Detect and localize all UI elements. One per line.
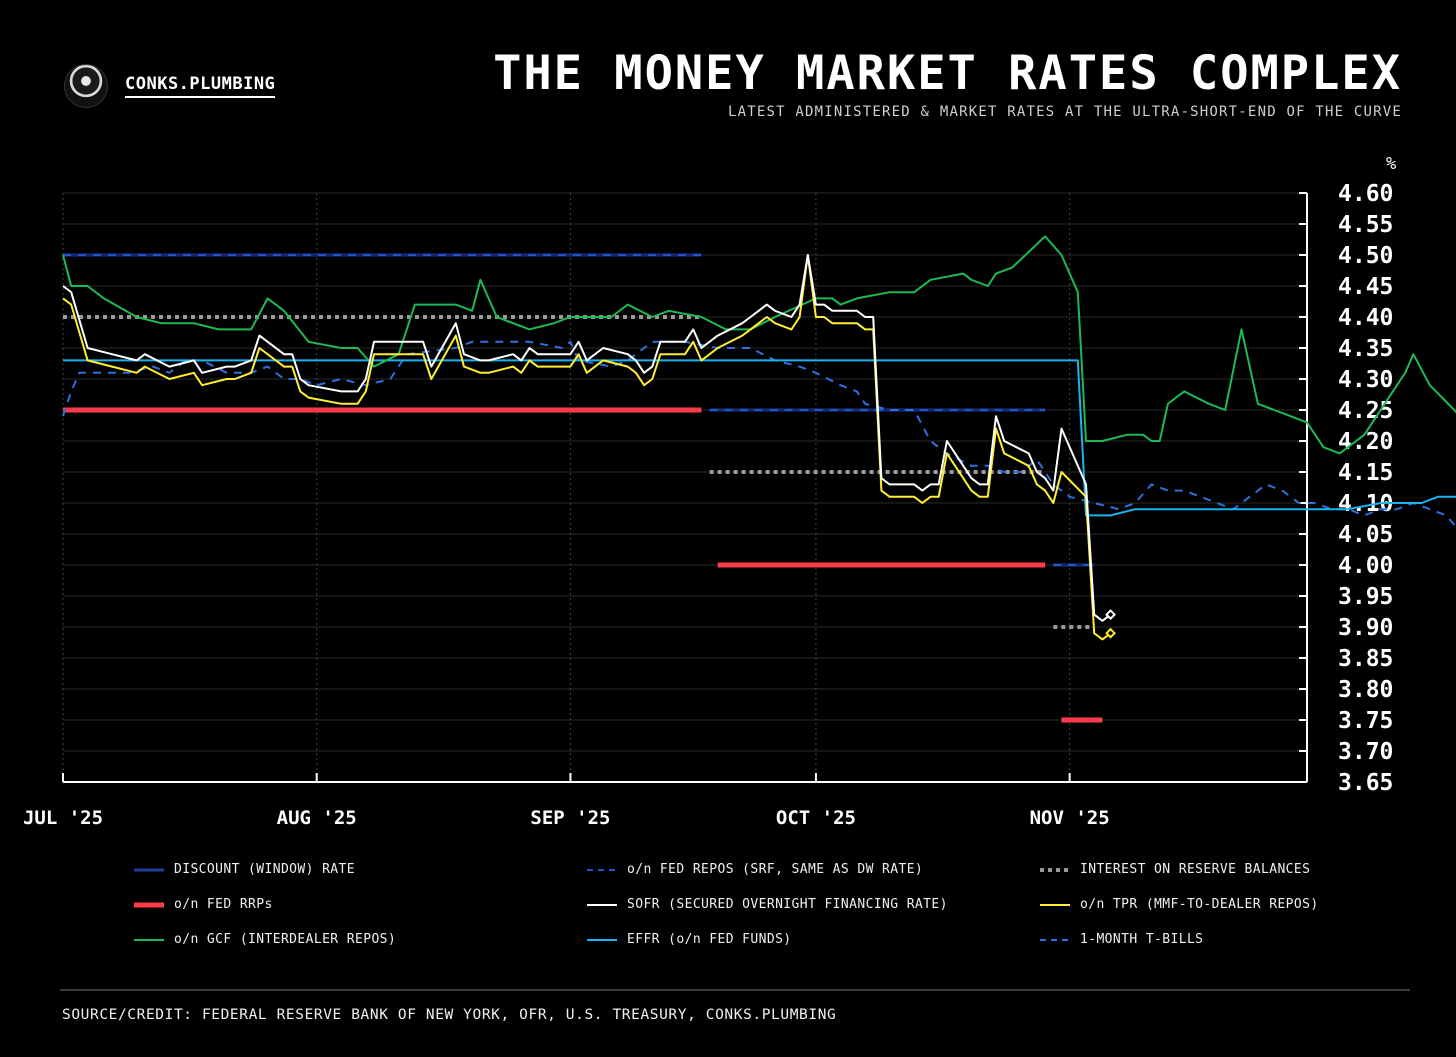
legend-item-discount-window-rate: DISCOUNT (WINDOW) RATE — [134, 862, 355, 877]
y-tick-label: 3.65 — [1338, 770, 1393, 796]
avatar — [64, 64, 108, 108]
y-tick-label: 3.85 — [1338, 646, 1393, 672]
legend-item-o-n-tpr-mmf-to-dealer-repos: o/n TPR (MMF-TO-DEALER REPOS) — [1040, 897, 1319, 912]
legend-swatch — [1040, 867, 1070, 872]
legend-item-interest-on-reserve-balances: INTEREST ON RESERVE BALANCES — [1040, 862, 1310, 877]
chart: 4.604.554.504.454.404.354.304.254.204.15… — [23, 154, 1456, 829]
legend-label: EFFR (o/n FED FUNDS) — [627, 932, 792, 947]
series-sofr-secured-overnight-financing-rate-end-marker — [1105, 609, 1116, 621]
y-tick-label: 3.70 — [1338, 739, 1393, 765]
y-tick-label: 4.40 — [1338, 305, 1393, 331]
chart-title: THE MONEY MARKET RATES COMPLEX — [493, 46, 1402, 101]
legend-item-o-n-fed-repos-srf-same-as-dw-rate: o/n FED REPOS (SRF, SAME AS DW RATE) — [587, 862, 923, 877]
legend-swatch — [587, 903, 617, 906]
y-tick-label: 4.45 — [1338, 274, 1393, 300]
legend-label: o/n TPR (MMF-TO-DEALER REPOS) — [1080, 897, 1319, 912]
legend-label: SOFR (SECURED OVERNIGHT FINANCING RATE) — [627, 897, 948, 912]
x-tick-label: AUG '25 — [277, 807, 357, 829]
divider — [60, 989, 1410, 991]
y-tick-label: 4.55 — [1338, 212, 1393, 238]
y-tick-label: 3.80 — [1338, 677, 1393, 703]
y-tick-label: 4.60 — [1338, 181, 1393, 207]
legend-item-effr-o-n-fed-funds: EFFR (o/n FED FUNDS) — [587, 932, 792, 947]
legend-label: o/n GCF (INTERDEALER REPOS) — [174, 932, 397, 947]
legend-swatch — [134, 868, 164, 871]
legend-label: o/n FED RRPs — [174, 897, 273, 912]
series-effr-o-n-fed-funds-line — [63, 359, 1456, 517]
legend-swatch — [134, 902, 164, 907]
legend-swatch — [1040, 903, 1070, 906]
y-tick-label: 4.00 — [1338, 553, 1393, 579]
y-tick-label: 4.50 — [1338, 243, 1393, 269]
series-sofr-secured-overnight-financing-rate-line — [62, 254, 1112, 622]
legend-swatch — [134, 938, 164, 941]
legend-label: DISCOUNT (WINDOW) RATE — [174, 862, 355, 877]
y-tick-label: 4.15 — [1338, 460, 1393, 486]
y-unit-label: % — [1386, 154, 1396, 174]
legend: DISCOUNT (WINDOW) RATE o/n FED REPOS (SRF… — [134, 862, 1394, 972]
legend-item-sofr-secured-overnight-financing-rate: SOFR (SECURED OVERNIGHT FINANCING RATE) — [587, 897, 948, 912]
y-tick-label: 4.30 — [1338, 367, 1393, 393]
y-tick-label: 3.75 — [1338, 708, 1393, 734]
x-tick-label: SEP '25 — [530, 807, 610, 829]
x-tick-label: NOV '25 — [1030, 807, 1110, 829]
y-tick-label: 4.05 — [1338, 522, 1393, 548]
series-1-month-t-bills-line — [62, 340, 1456, 529]
y-tick-label: 4.25 — [1338, 398, 1393, 424]
legend-item-o-n-fed-rrps: o/n FED RRPs — [134, 897, 273, 912]
series-o-n-tpr-mmf-to-dealer-repos-line — [62, 254, 1112, 641]
y-tick-label: 3.95 — [1338, 584, 1393, 610]
source-credit: SOURCE/CREDIT: FEDERAL RESERVE BANK OF N… — [62, 1007, 837, 1023]
legend-label: o/n FED REPOS (SRF, SAME AS DW RATE) — [627, 862, 924, 877]
legend-swatch — [587, 868, 617, 871]
legend-item-1-month-t-bills: 1-MONTH T-BILLS — [1040, 932, 1203, 947]
x-tick-label: JUL '25 — [23, 807, 103, 829]
legend-label: 1-MONTH T-BILLS — [1080, 932, 1204, 947]
chart-subtitle: LATEST ADMINISTERED & MARKET RATES AT TH… — [727, 104, 1402, 120]
brand[interactable]: CONKS.PLUMBING — [64, 64, 276, 108]
series-o-n-tpr-mmf-to-dealer-repos-end-marker — [1105, 627, 1116, 639]
x-tick-label: OCT '25 — [776, 807, 856, 829]
legend-label: INTEREST ON RESERVE BALANCES — [1080, 862, 1311, 877]
brand-name[interactable]: CONKS.PLUMBING — [125, 74, 276, 98]
y-tick-label: 4.35 — [1338, 336, 1393, 362]
legend-swatch — [587, 938, 617, 941]
legend-item-o-n-gcf-interdealer-repos: o/n GCF (INTERDEALER REPOS) — [134, 932, 396, 947]
legend-swatch — [1040, 938, 1070, 941]
y-tick-label: 3.90 — [1338, 615, 1393, 641]
